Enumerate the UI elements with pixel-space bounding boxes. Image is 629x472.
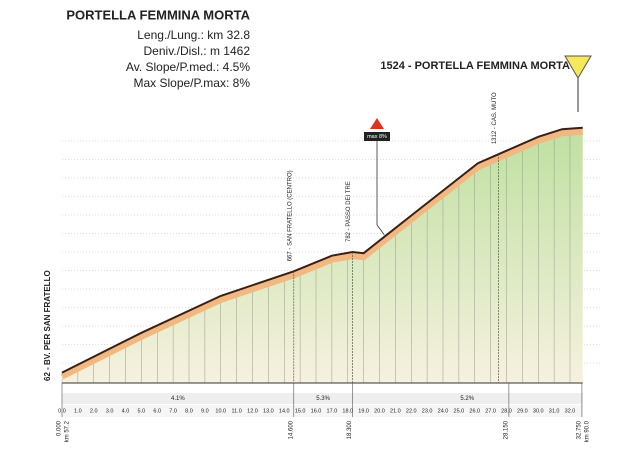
x-tick-label: 1.0 [74, 408, 82, 414]
x-tick-label: 10.0 [215, 408, 226, 414]
marker-label: 782 - PASSO DEI TRE [346, 181, 352, 242]
stat: Leng./Lung.: km 32.8 [137, 28, 250, 42]
distance-sub: km 57.2 [65, 420, 71, 442]
distance-label: 14.600 [288, 420, 294, 439]
x-tick-label: 31.0 [549, 408, 560, 414]
x-tick-label: 32.0 [565, 408, 576, 414]
distance-label: 32.750 [576, 420, 582, 439]
x-tick-label: 30.0 [533, 408, 544, 414]
x-tick-label: 20.0 [374, 408, 385, 414]
x-tick-label: 3.0 [106, 408, 114, 414]
x-tick-label: 8.0 [185, 408, 193, 414]
x-tick-label: 4.0 [122, 408, 130, 414]
x-tick-label: 14.0 [279, 408, 290, 414]
stat: Av. Slope/P.med.: 4.5% [126, 60, 250, 74]
x-tick-label: 18.0 [342, 408, 353, 414]
summit-label: 1524 - PORTELLA FEMMINA MORTA [380, 60, 570, 72]
x-tick-label: 16.0 [311, 408, 322, 414]
gradient-strip [62, 393, 583, 404]
start-label: 62 - BV. PER SAN FRATELLO [43, 270, 52, 381]
x-tick-label: 13.0 [263, 408, 274, 414]
x-tick-label: 12.0 [247, 408, 258, 414]
gradient-label: 5.2% [460, 396, 474, 402]
sign-pointer [376, 141, 385, 236]
x-tick-label: 28.0 [501, 408, 512, 414]
profile-line [61, 126, 583, 374]
x-tick-label: 5.0 [138, 408, 146, 414]
x-tick-label: 23.0 [422, 408, 433, 414]
x-tick-label: 24.0 [438, 408, 449, 414]
sign-box [364, 132, 390, 141]
stat: Deniv./Disl.: m 1462 [144, 44, 251, 58]
distance-sub: km 90.0 [584, 420, 590, 442]
gradient-label: 5.3% [316, 396, 330, 402]
x-tick-label: 9.0 [201, 408, 209, 414]
marker-label: 667 - SAN FRATELLO (CENTRO) [287, 170, 293, 261]
max-slope-sign: max 8% [367, 134, 387, 140]
km-strip [62, 405, 583, 417]
gradient-label: 4.1% [171, 396, 185, 402]
x-tick-label: 22.0 [406, 408, 417, 414]
x-tick-label: 6.0 [153, 408, 161, 414]
distance-label: 28.150 [503, 420, 509, 439]
x-tick-label: 15.0 [295, 408, 306, 414]
chart-title: PORTELLA FEMMINA MORTA [66, 7, 250, 22]
distance-label: 18.300 [347, 420, 353, 439]
stat: Max Slope/P.max: 8% [133, 76, 250, 90]
x-tick-label: 19.0 [358, 408, 369, 414]
profile-band [60, 128, 583, 380]
x-tick-label: 29.0 [517, 408, 528, 414]
profile-area [62, 127, 583, 383]
x-tick-label: 7.0 [169, 408, 177, 414]
x-tick-label: 11.0 [231, 408, 241, 414]
distance-label: 0.000 [57, 420, 63, 436]
x-tick-label: 26.0 [469, 408, 480, 414]
x-tick-label: 25.0 [454, 408, 465, 414]
marker-label: 1312 - CAS. MUTO [492, 92, 498, 144]
x-tick-label: 17.0 [327, 408, 338, 414]
gpm-icon [564, 55, 592, 79]
x-tick-label: 21.0 [390, 408, 401, 414]
x-tick-label: 27.0 [485, 408, 496, 414]
warning-icon [370, 118, 384, 129]
x-tick-label: 2.0 [90, 408, 98, 414]
